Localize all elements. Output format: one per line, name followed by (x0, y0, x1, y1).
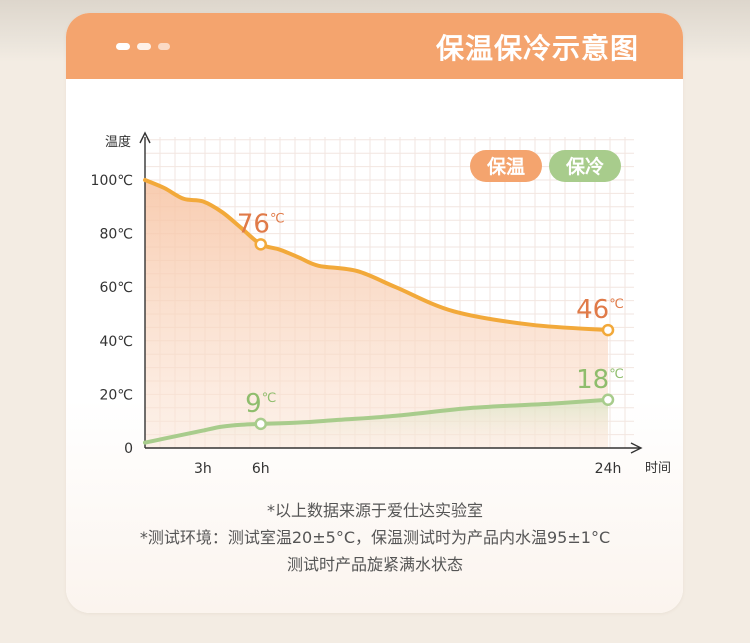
dot-icon (158, 43, 170, 50)
x-axis-arrow-icon (630, 442, 643, 454)
y-axis-arrow-icon (139, 131, 151, 144)
y-tick-label: 80℃ (99, 227, 133, 243)
y-tick-label: 40℃ (99, 334, 133, 350)
cold-data-label: 18℃ (576, 365, 624, 395)
cold-point (254, 417, 267, 431)
card-header: 保温保冷示意图 (66, 13, 683, 79)
dot-icon (116, 43, 130, 50)
legend-label: 保温 (486, 155, 525, 178)
warm-data-label: 46℃ (576, 295, 624, 325)
y-tick-label: 100℃ (91, 173, 133, 189)
warm-data-label: 76℃ (237, 209, 285, 239)
legend-label: 保冷 (565, 155, 604, 178)
warm-point (601, 323, 615, 337)
page-title: 保温保冷示意图 (435, 32, 639, 65)
y-tick-label: 60℃ (99, 280, 133, 296)
x-tick-label: 3h (194, 461, 212, 477)
footnote-source: *以上数据来源于爱仕达实验室 (266, 501, 483, 520)
x-tick-label: 24h (595, 461, 622, 477)
footnotes: *以上数据来源于爱仕达实验室 *测试环境：测试室温20±5°C，保温测试时为产品… (0, 497, 750, 578)
cold-data-label: 9℃ (245, 389, 276, 419)
y-tick-label: 20℃ (99, 387, 133, 403)
warm-series-line (143, 178, 610, 333)
y-tick-label: 0 (124, 441, 133, 457)
dot-icon (137, 43, 151, 50)
cold-area (145, 399, 608, 448)
warm-point (254, 238, 267, 251)
cold-point (601, 393, 615, 407)
footnote-environment: *测试环境：测试室温20±5°C，保温测试时为产品内水温95±1°C (139, 528, 611, 547)
legend-badge (549, 150, 621, 182)
x-tick-label: 6h (252, 461, 270, 477)
y-axis-label: 温度 (105, 134, 131, 150)
legend-badge (470, 150, 542, 182)
x-axis-label: 时间 (645, 461, 671, 476)
footnote-condition: 测试时产品旋紧满水状态 (286, 555, 463, 574)
